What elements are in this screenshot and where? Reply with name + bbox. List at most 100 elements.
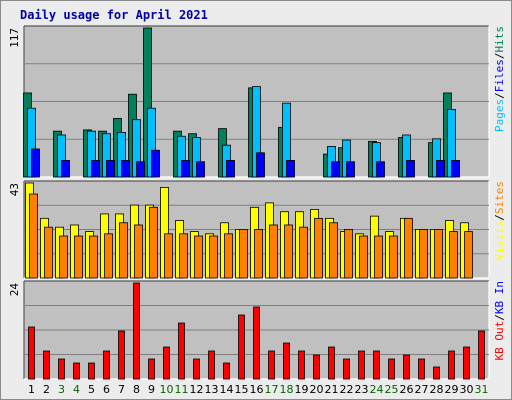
bar-kb-out xyxy=(118,330,125,380)
bar-kb-out xyxy=(253,306,260,380)
bar-sites xyxy=(224,233,233,279)
bar-kb-out xyxy=(193,358,200,380)
bar-kb-out xyxy=(148,358,155,380)
bar-pages xyxy=(346,161,355,178)
chart-title: Daily usage for April 2021 xyxy=(20,8,208,22)
axis-legend-part: Pages xyxy=(493,99,506,132)
bar-kb-out xyxy=(403,354,410,380)
x-tick-label: 31 xyxy=(475,383,489,396)
bar-pages xyxy=(31,148,40,178)
x-tick-label: 12 xyxy=(190,383,204,396)
bar-sites xyxy=(269,224,278,279)
axis-legend-label: Visits/Sites xyxy=(493,181,506,261)
bar-kb-out xyxy=(28,326,35,380)
bar-pages xyxy=(436,160,445,178)
x-tick-label: 20 xyxy=(310,383,324,396)
bar-kb-out xyxy=(163,346,170,380)
axis-legend-part: KB Out xyxy=(493,321,506,361)
x-tick-label: 21 xyxy=(325,383,339,396)
bar-pages xyxy=(256,152,265,178)
bar-kb-out xyxy=(448,350,455,380)
bar-kb-out xyxy=(223,362,230,380)
bar-sites xyxy=(389,235,398,279)
x-tick-label: 14 xyxy=(220,383,234,396)
bar-kb-out xyxy=(133,282,140,380)
axis-legend-part: / xyxy=(493,92,506,99)
axis-legend-part: / xyxy=(493,214,506,221)
x-tick-label: 30 xyxy=(460,383,474,396)
bar-sites xyxy=(254,228,263,279)
y-max-label: 43 xyxy=(8,183,21,196)
bar-sites xyxy=(284,224,293,279)
x-tick-label: 13 xyxy=(205,383,219,396)
bar-sites xyxy=(359,235,368,279)
bar-kb-out xyxy=(388,358,395,380)
bar-sites xyxy=(299,226,308,279)
x-tick-label: 28 xyxy=(430,383,444,396)
bar-pages xyxy=(61,160,70,178)
bar-pages xyxy=(121,160,130,178)
y-max-label: 24 xyxy=(8,283,21,297)
bar-pages xyxy=(136,161,145,178)
bar-sites xyxy=(29,193,38,279)
bar-sites xyxy=(464,231,473,279)
x-tick-label: 1 xyxy=(28,383,35,396)
bar-kb-out xyxy=(268,350,275,380)
bar-sites xyxy=(419,228,428,279)
x-tick-label: 10 xyxy=(160,383,174,396)
axis-legend-part: Hits xyxy=(493,26,506,53)
axis-legend-part: / xyxy=(493,314,506,321)
x-tick-label: 24 xyxy=(370,383,384,396)
axis-legend-part: Sites xyxy=(493,181,506,214)
bar-sites xyxy=(149,206,158,279)
bar-sites xyxy=(134,224,143,279)
y-max-label: 117 xyxy=(8,28,21,48)
bar-kb-out xyxy=(43,350,50,380)
bar-sites xyxy=(119,222,128,279)
bar-sites xyxy=(74,235,83,279)
bar-sites xyxy=(239,228,248,279)
axis-legend-label: Pages/Files/Hits xyxy=(493,26,506,132)
bar-pages xyxy=(106,160,115,178)
bar-sites xyxy=(404,217,413,279)
bar-pages xyxy=(286,160,295,178)
bar-kb-out xyxy=(463,346,470,380)
x-tick-label: 23 xyxy=(355,383,369,396)
x-tick-label: 29 xyxy=(445,383,459,396)
bar-kb-out xyxy=(418,358,425,380)
axis-legend-part: Files xyxy=(493,59,506,92)
x-tick-label: 6 xyxy=(103,383,110,396)
axis-legend-part: / xyxy=(493,53,506,60)
bar-pages xyxy=(226,160,235,178)
bar-kb-out xyxy=(373,350,380,380)
x-tick-label: 7 xyxy=(118,383,125,396)
bar-kb-out xyxy=(283,342,290,380)
x-tick-label: 18 xyxy=(280,383,294,396)
bar-kb-out xyxy=(58,358,65,380)
bar-kb-out xyxy=(178,322,185,380)
bar-sites xyxy=(44,226,53,279)
x-tick-label: 22 xyxy=(340,383,354,396)
x-tick-label: 19 xyxy=(295,383,309,396)
bar-sites xyxy=(314,217,323,279)
x-tick-label: 11 xyxy=(175,383,189,396)
x-tick-label: 27 xyxy=(415,383,429,396)
bar-kb-out xyxy=(343,358,350,380)
bar-sites xyxy=(194,235,203,279)
bar-pages xyxy=(196,161,205,178)
bar-pages xyxy=(451,160,460,178)
bar-kb-out xyxy=(103,350,110,380)
x-tick-label: 26 xyxy=(400,383,414,396)
x-tick-label: 9 xyxy=(148,383,155,396)
bar-sites xyxy=(374,235,383,279)
bar-sites xyxy=(179,233,188,279)
bar-sites xyxy=(434,228,443,279)
x-tick-label: 15 xyxy=(235,383,249,396)
bar-sites xyxy=(104,233,113,279)
bar-sites xyxy=(329,222,338,279)
x-tick-label: 16 xyxy=(250,383,264,396)
bar-pages xyxy=(376,161,385,178)
bar-kb-out xyxy=(433,366,440,380)
x-tick-label: 25 xyxy=(385,383,399,396)
bar-kb-out xyxy=(328,346,335,380)
